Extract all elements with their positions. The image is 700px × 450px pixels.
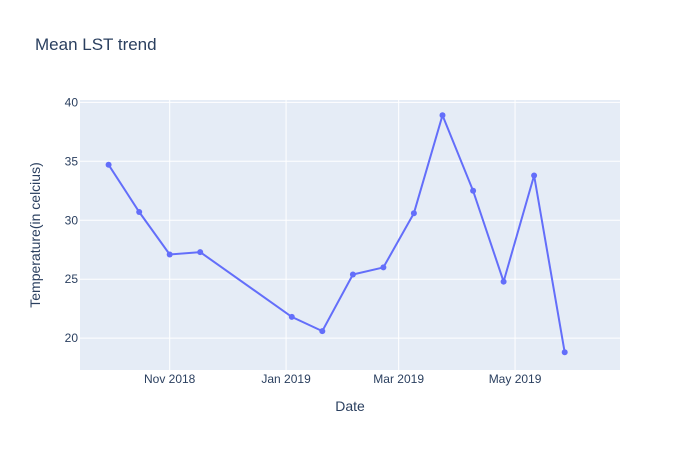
x-tick-label: Jan 2019	[261, 372, 311, 386]
series-line	[107, 112, 566, 353]
data-point	[166, 251, 173, 258]
data-point	[197, 249, 204, 256]
data-point	[500, 278, 507, 285]
plot-area	[80, 100, 620, 370]
x-axis-ticks: Nov 2018 Jan 2019 Mar 2019 May 2019	[144, 372, 542, 386]
data-point	[470, 187, 477, 194]
data-point	[349, 271, 356, 278]
data-point	[380, 264, 387, 271]
x-axis-title: Date	[335, 398, 365, 414]
x-tick-label: Mar 2019	[373, 372, 424, 386]
y-tick-label: 30	[65, 213, 79, 227]
data-points	[105, 112, 568, 356]
data-point	[319, 328, 326, 335]
data-point	[531, 172, 538, 179]
data-point	[439, 112, 446, 119]
data-point	[105, 161, 112, 168]
chart-title: Mean LST trend	[35, 35, 157, 54]
y-axis-ticks: 20 25 30 35 40	[65, 95, 79, 345]
y-axis-title: Temperature(in celcius)	[27, 162, 43, 308]
data-point	[136, 209, 143, 215]
y-tick-label: 40	[65, 95, 79, 109]
x-tick-label: Nov 2018	[144, 372, 196, 386]
data-point	[288, 313, 295, 320]
grid-lines	[80, 100, 620, 370]
data-point	[561, 349, 568, 356]
y-tick-label: 20	[65, 331, 79, 345]
data-point	[410, 210, 417, 217]
x-tick-label: May 2019	[489, 372, 542, 386]
y-tick-label: 25	[65, 272, 79, 286]
y-tick-label: 35	[65, 154, 79, 168]
